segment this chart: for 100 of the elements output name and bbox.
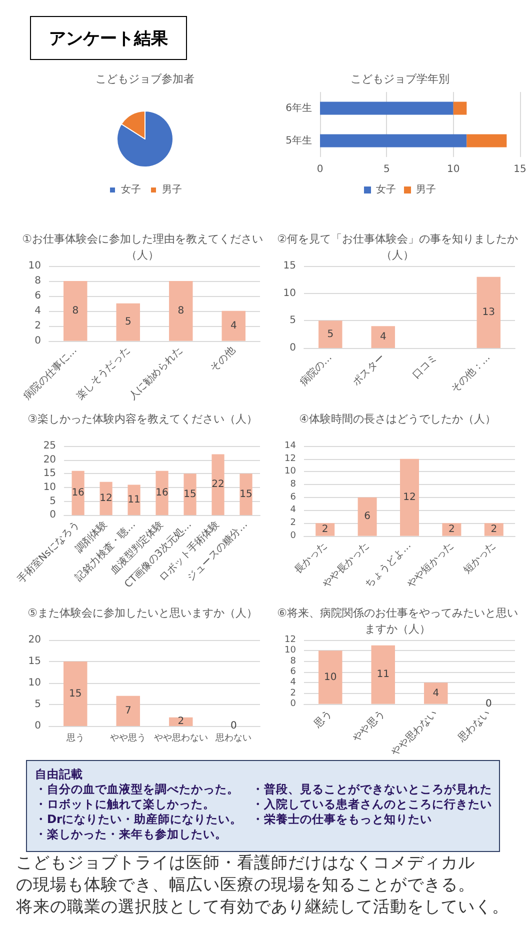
x-tick-label: やや思わない: [390, 708, 440, 758]
y-tick-label: 0: [290, 530, 296, 541]
bar: [371, 645, 395, 704]
y-tick-label: 10: [28, 260, 41, 272]
bar: [318, 320, 342, 348]
y-tick-label: 5: [290, 315, 296, 326]
x-tick-label: 思う: [65, 732, 84, 744]
y-tick-label: 2: [290, 688, 296, 698]
bar: [64, 662, 88, 726]
bar: [484, 523, 504, 536]
data-label: 4: [432, 688, 440, 699]
bar: [400, 458, 419, 536]
y-tick-label: 10: [43, 482, 56, 493]
data-label: 7: [124, 705, 132, 716]
data-label: 10: [324, 672, 337, 683]
x-tick-label: 5: [383, 164, 390, 175]
y-tick-label: 25: [43, 440, 56, 452]
data-label: 13: [482, 306, 495, 318]
text: こどもジョブトライは医師・看護師だけはなくコメディカル: [16, 852, 476, 874]
x-tick-label: その他: [208, 344, 238, 374]
bar: [320, 102, 454, 115]
text: ・普段、見ることができないところが見れた: [252, 782, 492, 797]
y-tick-label: 2: [34, 320, 41, 332]
bar: [358, 497, 377, 536]
text: 自由記載: [35, 767, 84, 782]
y-tick-label: 15: [43, 468, 56, 480]
data-label: 5: [327, 328, 334, 340]
y-tick-label: 12: [284, 454, 296, 464]
x-tick-label: その他：…: [448, 351, 493, 396]
y-tick-label: 12: [284, 635, 296, 645]
bar: [222, 310, 246, 341]
bar: [442, 523, 462, 536]
text: 将来の職業の選択肢として有効であり継続して活動をしていく。: [16, 896, 510, 918]
x-tick-label: やや思わない: [154, 732, 208, 744]
y-tick-label: 15: [28, 656, 41, 667]
data-label: 2: [178, 716, 184, 728]
bar: [116, 303, 140, 341]
data-label: 15: [184, 488, 196, 500]
bar: [320, 134, 467, 148]
y-tick-label: 10: [284, 466, 296, 477]
bar: [100, 482, 112, 516]
text: アンケート結果: [49, 28, 168, 50]
y-tick-label: 8: [290, 480, 296, 490]
bar: [316, 523, 335, 536]
chart-title: ①お仕事体験会に参加した理由を教えてください（人）: [22, 232, 263, 262]
x-tick-label: 思わない: [214, 732, 252, 744]
bar: [318, 650, 342, 704]
y-tick-label: 15: [283, 260, 296, 272]
y-tick-label: 5: [50, 496, 56, 507]
x-tick-label: 楽しそうだった: [74, 344, 132, 402]
x-tick-label: ポスター: [350, 352, 388, 388]
data-label: 4: [230, 320, 237, 332]
bar: [212, 454, 224, 516]
data-label: 5: [124, 316, 132, 328]
data-label: 0: [485, 698, 492, 710]
chart-title: ⑥将来、病院関係のお仕事をやってみたいと思いますか（人）: [277, 606, 518, 636]
x-tick-label: やや思う: [350, 708, 388, 744]
data-label: 6: [364, 511, 370, 522]
y-tick-label: 6: [290, 666, 296, 677]
y-tick-label: 6: [34, 290, 41, 302]
legend-label: 女子: [376, 184, 396, 196]
y-tick-label: 10: [283, 288, 296, 299]
text: の現場も体験でき、幅広い医療の現場を知ることができる。: [16, 874, 476, 896]
y-tick-label: 20: [28, 634, 41, 646]
y-tick-label: 8: [34, 275, 41, 286]
y-tick-label: 0: [34, 335, 41, 346]
y-tick-label: 0: [50, 510, 56, 521]
bar: [240, 474, 252, 516]
data-label: 11: [376, 669, 390, 680]
y-tick-label: 4: [290, 678, 296, 688]
bar: [128, 484, 140, 516]
y-tick-label: 4: [34, 305, 41, 316]
bar: [184, 474, 196, 516]
x-tick-label: やや思う: [110, 732, 146, 744]
y-tick-label: 6: [290, 492, 296, 502]
data-label: 11: [128, 494, 140, 506]
data-label: 2: [490, 524, 498, 535]
data-label: 8: [178, 305, 184, 316]
y-tick-label: 10: [28, 678, 41, 688]
y-tick-label: 4: [290, 505, 296, 516]
bar: [466, 134, 507, 148]
x-tick-label: 口コミ: [410, 352, 440, 382]
chart-title: こどもジョブ参加者: [96, 72, 194, 86]
legend-label: 男子: [162, 184, 182, 196]
bar: [64, 280, 88, 341]
y-tick-label: 14: [284, 441, 296, 451]
text: ・ロボットに触れて楽しかった。: [35, 797, 216, 812]
text: ・楽しかった・来年も参加したい。: [35, 827, 228, 842]
data-label: 12: [403, 492, 416, 503]
text: ・Drになりたい・助産師になりたい。: [35, 812, 242, 827]
y-tick-label: 5: [34, 699, 41, 710]
chart-title: ⑤また体験会に参加したいと思いますか（人）: [28, 606, 258, 620]
data-label: 16: [156, 487, 168, 498]
bar: [169, 280, 193, 341]
y-tick-label: 6年生: [286, 102, 312, 114]
text: ・入院している患者さんのところに行きたい: [252, 797, 492, 812]
x-tick-label: 病院の…: [298, 351, 334, 388]
y-tick-label: 0: [290, 698, 296, 709]
bar: [453, 102, 467, 115]
chart-title: ②何を見て「お仕事体験会」の事を知りましたか（人）: [277, 232, 518, 262]
